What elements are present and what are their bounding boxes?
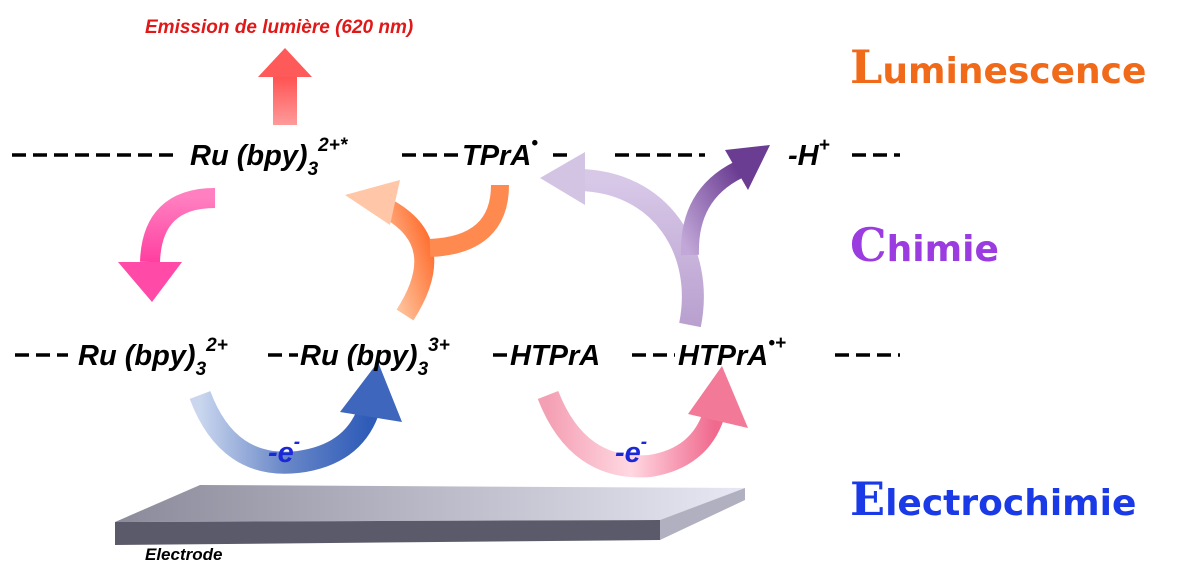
emission-label: Emission de lumière (620 nm): [145, 17, 413, 38]
superscript: -: [294, 432, 300, 453]
arrow: [429, 184, 509, 257]
superscript: •+: [768, 333, 786, 354]
superscript: 3+: [428, 335, 450, 356]
superscript: +: [819, 135, 830, 156]
electrode-label: Electrode: [145, 545, 222, 564]
dashes: [12, 153, 900, 357]
arrow-head: [340, 362, 402, 422]
domain-label: Chimie: [850, 218, 999, 272]
electrode-side: [660, 488, 745, 540]
species: HTPrA•+: [678, 333, 786, 372]
superscript: •: [531, 133, 538, 154]
domain-label: Electrochimie: [850, 472, 1137, 526]
superscript: -: [641, 432, 647, 453]
superscript: 2+*: [317, 135, 349, 156]
arrow-head: [725, 145, 770, 190]
subscript: 3: [308, 159, 319, 180]
arrow: [579, 169, 704, 328]
electrode: Electrode: [115, 485, 745, 564]
species-text: TPrA: [462, 140, 531, 172]
arrows: [118, 48, 770, 478]
electron-text: -e: [268, 437, 294, 469]
arrow: [680, 161, 743, 256]
species-text: HTPrA: [678, 340, 768, 372]
electron: -e-: [615, 432, 647, 469]
electron: -e-: [268, 432, 300, 469]
domain-label: Luminescence: [850, 40, 1147, 94]
arrow: [537, 390, 725, 478]
arrow-head: [688, 366, 748, 428]
species: -H+: [788, 135, 830, 172]
emission-arrow: [273, 75, 297, 125]
arrow-head: [258, 48, 312, 77]
superscript: 2+: [205, 335, 228, 356]
subscript: 3: [196, 359, 207, 380]
arrow: [189, 390, 379, 474]
arrow-head: [118, 262, 182, 302]
species-text: Ru (bpy): [190, 140, 308, 172]
arrow: [140, 188, 216, 263]
species: Ru (bpy)3 2+: [78, 335, 228, 380]
arrow-head: [540, 152, 585, 205]
species-text: Ru (bpy): [300, 340, 418, 372]
subscript: 3: [418, 359, 429, 380]
species: TPrA•: [462, 133, 538, 172]
electrode-front: [115, 520, 660, 545]
species-text: Ru (bpy): [78, 340, 196, 372]
species: Ru (bpy)3 3+: [300, 335, 450, 380]
species: Ru (bpy)3 2+*: [190, 135, 349, 180]
species-text: -H: [788, 140, 820, 172]
electrode-top: [115, 485, 745, 522]
electron-text: -e: [615, 437, 641, 469]
species-text: HTPrA: [510, 340, 600, 372]
species: HTPrA: [510, 340, 600, 372]
arrow-head: [345, 180, 400, 225]
arrow: [384, 201, 435, 321]
